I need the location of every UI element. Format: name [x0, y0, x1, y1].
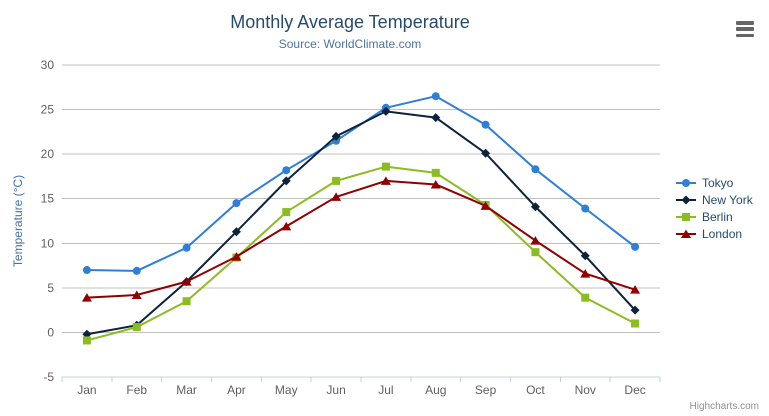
data-point-tokyo[interactable] [232, 199, 241, 208]
data-point-london[interactable] [231, 252, 242, 261]
data-point-berlin[interactable] [82, 336, 91, 345]
legend-marker-symbol [681, 229, 691, 238]
legend-marker-symbol [682, 212, 690, 221]
data-point-berlin[interactable] [132, 323, 141, 332]
x-axis-label: Mar [176, 383, 197, 397]
legend-item-london[interactable]: London [675, 225, 753, 242]
hamburger-icon [736, 33, 754, 37]
x-axis-label: Apr [227, 383, 246, 397]
y-axis-label: 25 [41, 103, 55, 117]
y-axis-label: 20 [41, 147, 55, 161]
data-point-new-york[interactable] [630, 305, 640, 315]
y-axis-label: -5 [43, 370, 54, 384]
series-line-london [85, 179, 637, 299]
data-point-tokyo[interactable] [581, 204, 590, 213]
square-marker-icon [676, 212, 696, 221]
data-point-new-york[interactable] [530, 202, 540, 212]
highcharts-credits-link[interactable]: Highcharts.com [689, 401, 759, 412]
series-line-new-york [85, 110, 637, 336]
data-point-tokyo[interactable] [431, 92, 440, 101]
data-point-berlin[interactable] [431, 168, 440, 177]
data-point-london[interactable] [480, 201, 491, 210]
export-menu-button[interactable] [736, 21, 754, 37]
data-point-new-york[interactable] [331, 131, 341, 141]
data-point-tokyo[interactable] [132, 266, 141, 275]
data-point-tokyo[interactable] [481, 120, 490, 129]
x-axis-label: Dec [624, 383, 645, 397]
x-axis-label: Sep [475, 383, 497, 397]
chart-subtitle: Source: WorldClimate.com [278, 37, 422, 51]
data-point-new-york[interactable] [381, 106, 391, 116]
data-point-london[interactable] [331, 192, 342, 201]
legend-item-label: New York [702, 192, 753, 207]
hamburger-icon [736, 21, 754, 25]
series-line-tokyo [85, 95, 637, 272]
data-point-london[interactable] [630, 285, 641, 294]
data-point-london[interactable] [81, 293, 92, 302]
y-axis-label: 15 [41, 192, 55, 206]
legend-item-label: Berlin [702, 209, 733, 224]
data-point-berlin[interactable] [332, 176, 341, 185]
data-point-tokyo[interactable] [631, 242, 640, 251]
data-point-london[interactable] [530, 236, 541, 245]
data-point-new-york[interactable] [231, 227, 241, 237]
data-point-berlin[interactable] [282, 208, 291, 217]
diamond-marker-icon [676, 195, 696, 204]
y-axis-title: Temperature (°C) [11, 175, 25, 267]
x-axis-label: Aug [425, 383, 446, 397]
hamburger-icon [736, 27, 754, 31]
data-point-london[interactable] [430, 179, 441, 189]
triangle-marker-icon [676, 229, 696, 238]
legend: Tokyo New York Berlin London [675, 174, 753, 242]
data-point-london[interactable] [281, 221, 292, 231]
data-point-berlin[interactable] [531, 248, 540, 257]
data-point-tokyo[interactable] [282, 166, 291, 175]
data-point-london[interactable] [580, 269, 591, 278]
legend-item-label: Tokyo [702, 175, 734, 190]
data-point-berlin[interactable] [581, 293, 590, 302]
legend-item-new-york[interactable]: New York [675, 191, 753, 208]
data-point-london[interactable] [380, 176, 391, 185]
x-axis-label: May [275, 383, 298, 397]
legend-marker-symbol [682, 178, 690, 187]
data-point-new-york[interactable] [431, 113, 441, 123]
data-point-new-york[interactable] [281, 176, 291, 186]
data-point-new-york[interactable] [580, 251, 590, 261]
legend-item-berlin[interactable]: Berlin [675, 208, 753, 225]
legend-item-label: London [702, 226, 743, 241]
data-point-tokyo[interactable] [531, 165, 540, 174]
x-axis-label: Oct [526, 383, 545, 397]
data-point-new-york[interactable] [481, 148, 491, 158]
x-axis-label: Jan [77, 383, 96, 397]
circle-marker-icon [676, 178, 696, 187]
x-axis-label: Feb [126, 383, 147, 397]
y-axis-label: 5 [47, 281, 54, 295]
y-axis-label: 30 [41, 58, 55, 72]
x-axis-label: Jun [326, 383, 345, 397]
series-line-berlin [85, 165, 637, 342]
chart-title: Monthly Average Temperature [230, 12, 470, 32]
data-point-berlin[interactable] [631, 319, 640, 328]
legend-marker-symbol [681, 195, 691, 204]
data-point-berlin[interactable] [182, 297, 191, 306]
y-axis-label: 0 [47, 325, 54, 339]
data-point-london[interactable] [181, 277, 192, 286]
x-axis-label: Jul [378, 383, 393, 397]
y-axis-label: 10 [41, 236, 55, 250]
data-point-tokyo[interactable] [82, 266, 91, 275]
data-point-berlin[interactable] [381, 162, 390, 171]
x-axis-label: Nov [575, 383, 596, 397]
data-point-tokyo[interactable] [182, 243, 191, 252]
legend-item-tokyo[interactable]: Tokyo [675, 174, 753, 191]
data-point-london[interactable] [131, 290, 142, 299]
